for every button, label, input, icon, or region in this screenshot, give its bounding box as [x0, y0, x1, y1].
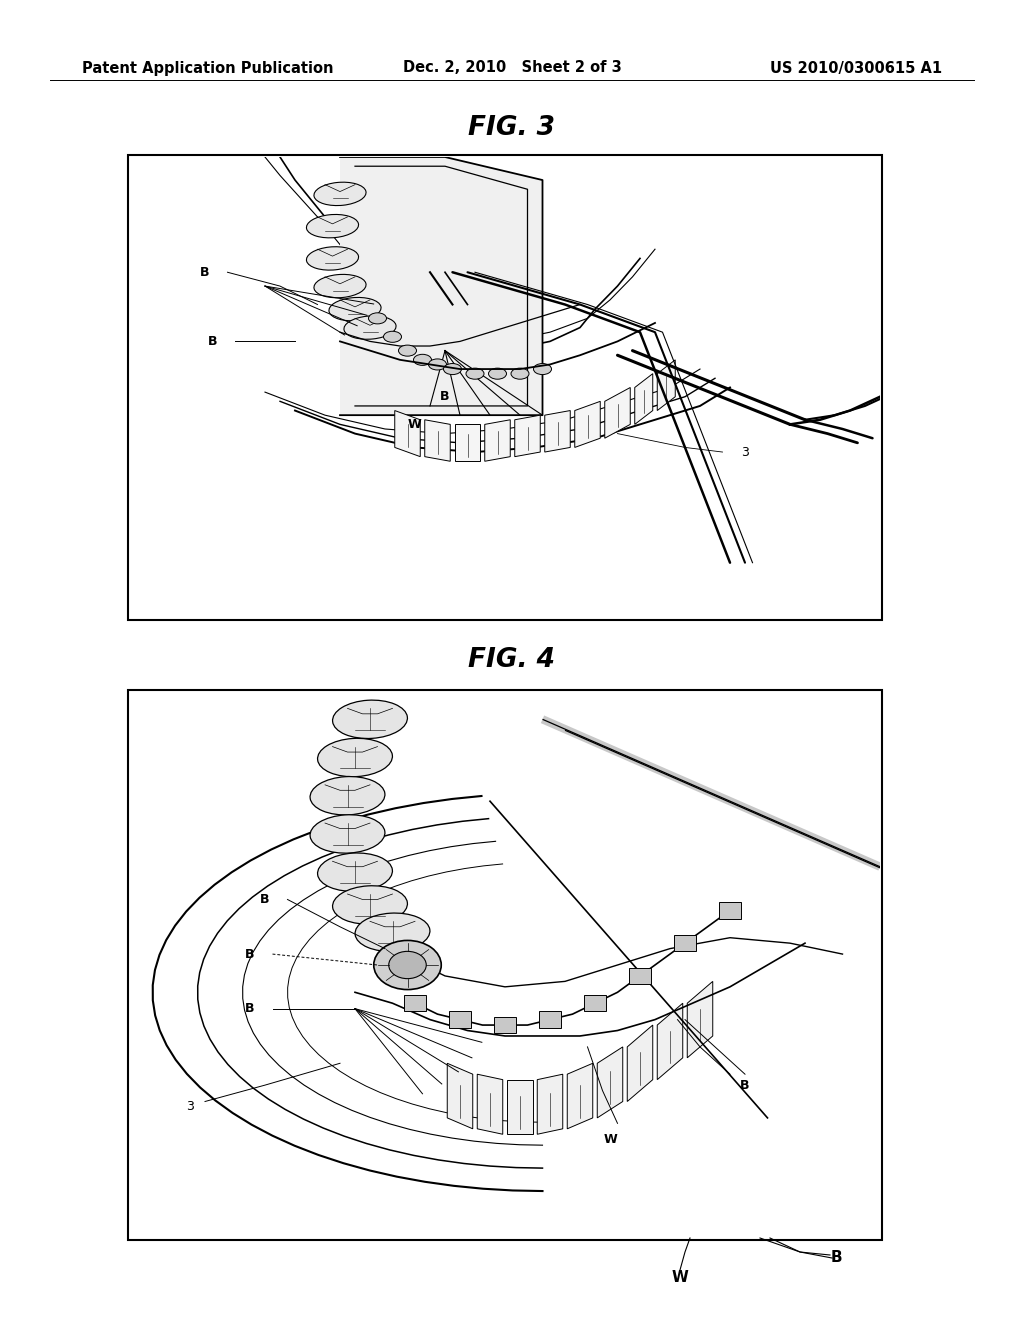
- Ellipse shape: [329, 297, 381, 321]
- Polygon shape: [539, 1011, 561, 1028]
- Polygon shape: [507, 1080, 532, 1134]
- Polygon shape: [447, 1064, 473, 1129]
- Polygon shape: [494, 1016, 516, 1034]
- Ellipse shape: [333, 886, 408, 924]
- Text: B: B: [830, 1250, 842, 1266]
- Polygon shape: [629, 968, 651, 985]
- Ellipse shape: [317, 738, 392, 776]
- Text: US 2010/0300615 A1: US 2010/0300615 A1: [770, 61, 942, 75]
- Ellipse shape: [314, 182, 366, 206]
- Polygon shape: [597, 1047, 623, 1118]
- Circle shape: [488, 368, 507, 379]
- Text: W: W: [672, 1270, 688, 1286]
- Circle shape: [534, 363, 552, 375]
- Text: 3: 3: [186, 1101, 194, 1114]
- Polygon shape: [545, 411, 570, 451]
- Text: W: W: [603, 1133, 616, 1146]
- Circle shape: [443, 363, 462, 375]
- Circle shape: [414, 354, 431, 366]
- Polygon shape: [628, 1026, 652, 1101]
- Ellipse shape: [355, 913, 430, 952]
- Polygon shape: [574, 401, 600, 447]
- Polygon shape: [484, 420, 510, 461]
- Circle shape: [384, 331, 401, 342]
- Circle shape: [398, 345, 417, 356]
- Polygon shape: [477, 1074, 503, 1134]
- Text: FIG. 4: FIG. 4: [469, 647, 555, 673]
- Polygon shape: [425, 420, 451, 461]
- Polygon shape: [719, 902, 741, 919]
- Ellipse shape: [306, 214, 358, 238]
- Circle shape: [389, 952, 426, 978]
- Circle shape: [428, 359, 446, 370]
- Polygon shape: [584, 995, 606, 1011]
- Bar: [128, 690, 882, 1239]
- Polygon shape: [635, 374, 652, 425]
- Ellipse shape: [314, 275, 366, 298]
- Ellipse shape: [310, 814, 385, 853]
- Polygon shape: [449, 1011, 471, 1028]
- Text: B: B: [440, 391, 450, 403]
- Polygon shape: [403, 995, 426, 1011]
- Text: B: B: [201, 265, 210, 279]
- Polygon shape: [657, 1003, 683, 1080]
- Ellipse shape: [333, 700, 408, 738]
- Text: Dec. 2, 2010   Sheet 2 of 3: Dec. 2, 2010 Sheet 2 of 3: [402, 61, 622, 75]
- Polygon shape: [538, 1074, 563, 1134]
- Circle shape: [369, 313, 386, 323]
- Text: B: B: [246, 948, 255, 961]
- Circle shape: [374, 940, 441, 990]
- Circle shape: [466, 368, 484, 379]
- Text: 3: 3: [741, 446, 749, 458]
- Text: W: W: [409, 418, 422, 430]
- Bar: [128, 154, 882, 620]
- Text: B: B: [260, 892, 269, 906]
- Polygon shape: [340, 157, 543, 416]
- Text: Patent Application Publication: Patent Application Publication: [82, 61, 334, 75]
- Polygon shape: [515, 416, 541, 457]
- Text: B: B: [208, 335, 217, 348]
- Text: FIG. 3: FIG. 3: [469, 115, 555, 141]
- Ellipse shape: [310, 776, 385, 814]
- Polygon shape: [605, 388, 630, 438]
- Ellipse shape: [344, 315, 396, 339]
- Polygon shape: [657, 360, 675, 411]
- Text: B: B: [246, 1002, 255, 1015]
- Polygon shape: [394, 411, 420, 457]
- Ellipse shape: [306, 247, 358, 271]
- Circle shape: [511, 368, 529, 379]
- Polygon shape: [674, 935, 696, 952]
- Ellipse shape: [317, 853, 392, 891]
- Polygon shape: [687, 981, 713, 1057]
- Text: B: B: [740, 1078, 750, 1092]
- Polygon shape: [455, 425, 480, 461]
- Polygon shape: [567, 1064, 593, 1129]
